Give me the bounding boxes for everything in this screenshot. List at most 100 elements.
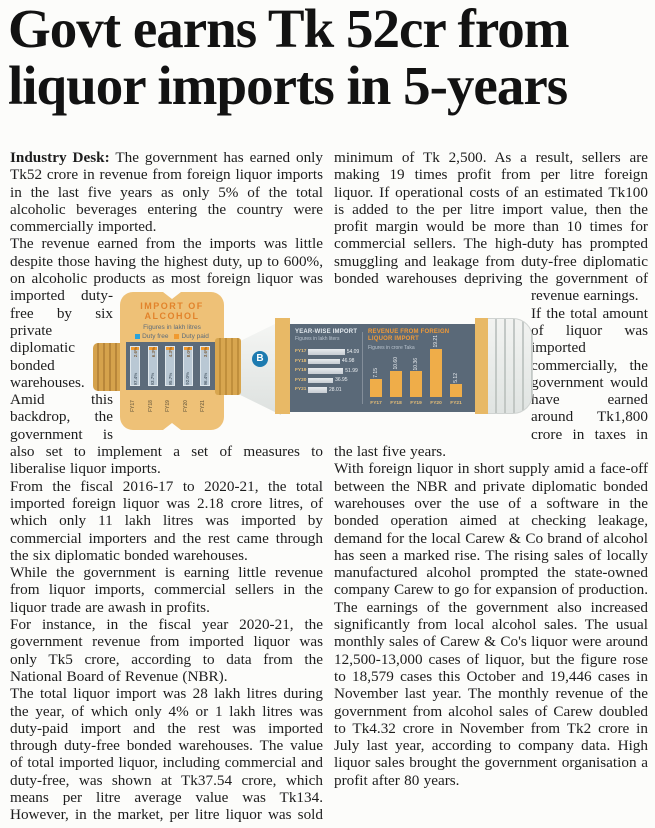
revenue-categories: FY17 FY18 FY19 FY20 FY21: [370, 401, 470, 406]
category-label: FY17: [295, 349, 307, 355]
revenue-bar: 10.36: [410, 358, 422, 397]
revenue-bar: 7.15: [370, 368, 382, 397]
yearwise-row: FY19 51.99: [295, 366, 361, 376]
category-label: FY21: [200, 400, 206, 412]
paragraph: From the fiscal 2016-17 to 2020-21, the …: [10, 477, 323, 564]
yearwise-import-rows: FY17 54.09 FY18 46.98 FY19 51.99 FY20 36.95 FY21…: [295, 347, 361, 395]
category-label: FY19: [410, 401, 422, 406]
legend-swatch: [174, 334, 180, 339]
panel-divider: [362, 332, 363, 404]
badge-notch-top: [163, 292, 181, 299]
bottle-cork: [215, 338, 241, 395]
paragraph: If the total amount of liquor was import…: [334, 304, 648, 461]
legend-item: Duty free: [135, 333, 168, 340]
chart-subtitle: Figures in crore Taka: [368, 345, 415, 351]
category-label: FY19: [165, 400, 171, 412]
paragraph-text: revenue earnings.: [531, 287, 639, 305]
legend-swatch: [135, 334, 141, 339]
category-label: FY19: [295, 368, 307, 374]
badge-title: IMPORT OF ALCOHOL: [140, 301, 204, 321]
badge-subtitle: Figures in lakh litres: [143, 324, 201, 331]
duty-share-bar: 2.6% 97.4%: [130, 346, 140, 386]
headline: Govt earns Tk 52cr from liquor imports i…: [8, 0, 570, 116]
revenue-bar: 19.21: [430, 335, 442, 397]
revenue-bar: 5.12: [450, 373, 462, 397]
revenue-value: 19.21: [433, 335, 439, 348]
chart-title: YEAR-WISE IMPORT: [295, 329, 358, 335]
revenue-value: 10.60: [393, 356, 399, 370]
bottle-cap: [93, 343, 123, 391]
duty-paid-segment: 3.6%: [201, 347, 209, 357]
paragraph-text: minimum of Tk 2,500. As a result, seller…: [334, 149, 648, 288]
paragraph: With foreign liquor in short supply amid…: [334, 460, 648, 789]
revenue-value: 10.36: [413, 357, 419, 371]
duty-free-value: 95.7%: [167, 372, 173, 385]
category-label: FY18: [295, 358, 307, 364]
category-label: FY17: [370, 401, 382, 406]
revenue-bar-slot: 5.12: [450, 373, 462, 397]
yearwise-row: FY21 28.01: [295, 385, 361, 395]
category-label: FY18: [147, 400, 154, 412]
duty-paid-segment: 2.6%: [131, 347, 139, 357]
legend-label: Duty paid: [181, 333, 209, 340]
revenue-value: 7.15: [373, 368, 379, 379]
duty-share-bars: 2.6% 97.4% 6.3% 93.7% 4.3% 95.7% 8.0% 92.0% 3.6%…: [130, 346, 210, 386]
import-bar: [308, 368, 344, 374]
chart-subtitle: Figures in lakh liters: [295, 336, 340, 342]
bottle-brand-logo: B: [252, 351, 268, 367]
badge-notch-bottom: [163, 423, 181, 430]
duty-free-value: 96.4%: [202, 372, 208, 385]
byline-label: Industry Desk:: [10, 149, 110, 166]
article-column-left: Industry Desk: The government has earned…: [10, 149, 323, 828]
paragraph-text: foreign liquor was imported duty-free by…: [10, 270, 323, 478]
liquor-bottle-infographic: IMPORT OF ALCOHOL Figures in lakh litres…: [90, 288, 535, 444]
chart-title: REVENUE FROM FOREIGN LIQUOR IMPORT: [368, 329, 450, 342]
paragraph: minimum of Tk 2,500. As a result, seller…: [334, 149, 648, 305]
duty-share-bar: 6.3% 93.7%: [147, 346, 158, 386]
legend-label: Duty free: [142, 333, 169, 340]
import-value: 28.01: [329, 386, 342, 393]
bottle-label-band-left: [275, 318, 290, 414]
revenue-bar-slot: 19.21: [430, 335, 442, 397]
import-value: 54.09: [346, 348, 360, 355]
duty-free-value: 93.7%: [150, 372, 155, 385]
revenue-bar-slot: 10.36: [410, 358, 422, 397]
bottle-label-panel: YEAR-WISE IMPORT Figures in lakh liters …: [290, 324, 475, 412]
duty-free-segment: 96.4%: [201, 349, 209, 385]
duty-paid-segment: 6.3%: [148, 347, 157, 357]
paragraph: Industry Desk: The government has earned…: [10, 149, 323, 235]
yearwise-row: FY20 36.95: [295, 376, 361, 386]
article-column-right: minimum of Tk 2,500. As a result, seller…: [334, 149, 648, 789]
duty-free-value: 92.0%: [185, 372, 190, 385]
import-value: 36.95: [335, 377, 348, 384]
category-label: FY20: [295, 377, 307, 383]
revenue-chart: REVENUE FROM FOREIGN LIQUOR IMPORT Figur…: [368, 329, 472, 410]
revenue-value: 5.12: [453, 373, 459, 384]
import-value: 51.99: [345, 367, 358, 374]
duty-free-segment: 93.7%: [148, 349, 157, 385]
revenue-bars: 7.15 10.60 10.36 19.21 5.12: [370, 335, 470, 397]
revenue-bar-slot: 10.60: [390, 357, 402, 397]
import-bar: [308, 358, 340, 364]
duty-free-segment: 92.0%: [183, 350, 192, 385]
paragraph: The total liquor import was 28 lakh litr…: [10, 685, 323, 828]
paragraph: For instance, in the fiscal year 2020-21…: [10, 616, 323, 685]
category-label: FY21: [295, 387, 307, 393]
category-label: FY17: [130, 400, 136, 412]
duty-free-segment: 97.4%: [131, 349, 139, 385]
duty-share-bar: 4.3% 95.7%: [165, 346, 175, 386]
paragraph: While the government is earning little r…: [10, 564, 323, 616]
badge-legend: Duty free Duty paid: [120, 333, 224, 340]
legend-item: Duty paid: [174, 333, 209, 340]
bottle-label-band-right: [475, 318, 488, 414]
category-label: FY20: [182, 400, 189, 412]
category-label: FY18: [390, 401, 402, 406]
import-bar: [308, 349, 345, 355]
import-bar: [308, 377, 334, 383]
yearwise-row: FY17 54.09: [295, 347, 361, 357]
yearwise-import-chart: YEAR-WISE IMPORT Figures in lakh liters …: [295, 329, 361, 395]
import-bar: [308, 387, 327, 393]
category-label: FY21: [450, 401, 462, 406]
paragraph-text: The government has earned only Tk52 cror…: [10, 149, 323, 236]
